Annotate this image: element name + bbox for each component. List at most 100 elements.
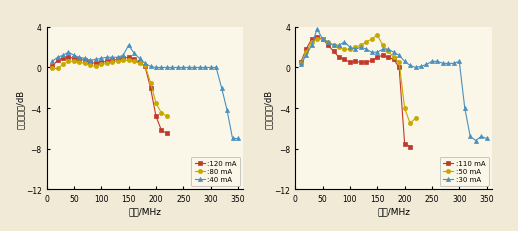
:80 mA (120, 60, 126, 62)
:40 mA (49, 61, 55, 64)
:120 mA (104, 61, 110, 64)
Legend: :120 mA, :80 mA, :40 mA: :120 mA, :80 mA, :40 mA (191, 157, 240, 186)
:30 mA (309, 45, 315, 47)
:40 mA (120, 55, 126, 58)
:40 mA (197, 67, 203, 70)
:50 mA (407, 122, 413, 125)
:30 mA (347, 47, 353, 49)
:80 mA (76, 62, 82, 64)
:50 mA (309, 42, 315, 44)
:110 mA (363, 62, 369, 64)
:40 mA (87, 60, 93, 62)
:50 mA (363, 42, 369, 44)
:50 mA (358, 45, 364, 47)
:30 mA (478, 135, 484, 138)
:40 mA (142, 63, 148, 66)
:30 mA (374, 52, 380, 54)
:110 mA (401, 143, 408, 145)
:30 mA (434, 61, 440, 64)
:30 mA (396, 55, 402, 58)
:30 mA (412, 67, 419, 70)
:30 mA (352, 49, 358, 51)
:50 mA (347, 49, 353, 51)
:50 mA (374, 34, 380, 37)
:40 mA (125, 45, 132, 47)
:40 mA (65, 52, 71, 54)
:50 mA (325, 42, 331, 44)
:80 mA (82, 63, 88, 66)
:110 mA (347, 62, 353, 64)
:80 mA (54, 68, 61, 70)
:120 mA (71, 58, 77, 61)
:40 mA (153, 67, 159, 70)
:40 mA (131, 53, 137, 55)
:40 mA (82, 58, 88, 61)
Line: :110 mA: :110 mA (299, 36, 412, 149)
:30 mA (341, 42, 348, 44)
:120 mA (60, 58, 66, 61)
:30 mA (451, 63, 457, 66)
:80 mA (148, 82, 154, 85)
:40 mA (136, 58, 142, 61)
:40 mA (185, 67, 192, 70)
Y-axis label: 小信号功率/dB: 小信号功率/dB (16, 89, 24, 128)
:120 mA (87, 62, 93, 64)
:30 mA (456, 61, 463, 64)
:30 mA (429, 61, 435, 64)
:40 mA (93, 59, 99, 61)
:40 mA (98, 58, 105, 61)
:120 mA (76, 59, 82, 61)
:120 mA (136, 62, 142, 64)
Y-axis label: 小信号功率/dB: 小信号功率/dB (264, 89, 273, 128)
:80 mA (114, 61, 121, 64)
:120 mA (120, 58, 126, 61)
:30 mA (336, 45, 342, 47)
:50 mA (320, 39, 326, 41)
:80 mA (93, 66, 99, 69)
:120 mA (148, 87, 154, 90)
Legend: :110 mA, :50 mA, :30 mA: :110 mA, :50 mA, :30 mA (440, 157, 488, 186)
:120 mA (93, 63, 99, 66)
:40 mA (148, 66, 154, 69)
:30 mA (298, 64, 304, 67)
:80 mA (131, 61, 137, 64)
:50 mA (298, 63, 304, 66)
:40 mA (76, 57, 82, 59)
:110 mA (407, 146, 413, 148)
:110 mA (374, 57, 380, 59)
:80 mA (49, 68, 55, 70)
:40 mA (180, 67, 186, 70)
:80 mA (60, 64, 66, 67)
:30 mA (423, 64, 429, 67)
:120 mA (65, 57, 71, 59)
Line: :30 mA: :30 mA (299, 28, 488, 143)
:40 mA (213, 67, 219, 70)
:80 mA (153, 102, 159, 105)
:110 mA (336, 57, 342, 59)
:80 mA (104, 63, 110, 66)
:120 mA (49, 66, 55, 69)
:30 mA (401, 61, 408, 64)
:80 mA (159, 112, 165, 115)
:40 mA (164, 67, 170, 70)
:50 mA (369, 39, 375, 41)
:30 mA (391, 52, 397, 54)
:40 mA (208, 67, 214, 70)
:110 mA (385, 57, 391, 59)
:40 mA (60, 55, 66, 58)
:50 mA (303, 52, 309, 54)
:40 mA (219, 87, 225, 90)
:80 mA (136, 63, 142, 66)
X-axis label: 频率/MHz: 频率/MHz (128, 206, 162, 215)
:120 mA (114, 59, 121, 61)
:110 mA (309, 39, 315, 41)
:110 mA (325, 45, 331, 47)
:120 mA (109, 60, 116, 62)
:30 mA (472, 140, 479, 142)
:30 mA (363, 49, 369, 51)
:40 mA (114, 57, 121, 59)
:50 mA (412, 117, 419, 120)
:30 mA (330, 45, 337, 47)
Line: :80 mA: :80 mA (50, 59, 169, 119)
:30 mA (325, 42, 331, 44)
